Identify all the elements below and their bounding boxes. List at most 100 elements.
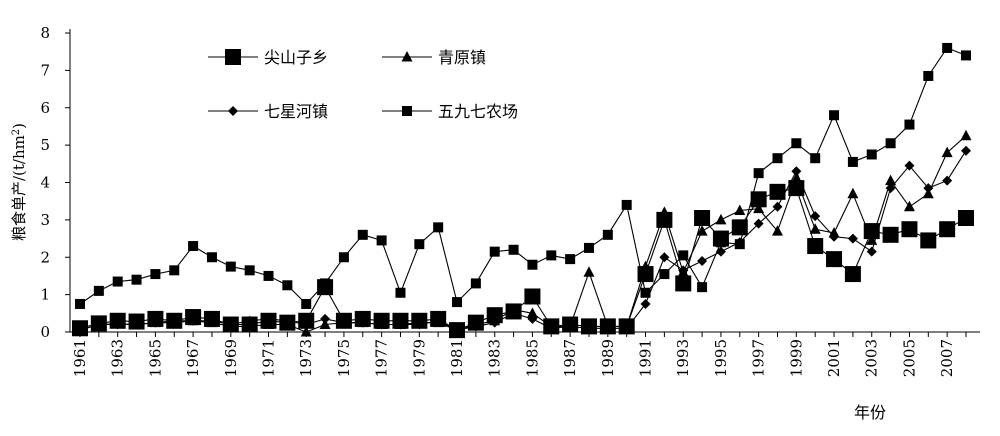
data-point [452, 297, 463, 308]
data-point [904, 119, 915, 130]
legend-label: 五九七农场 [438, 102, 518, 121]
data-point [357, 229, 368, 240]
y-axis-label-end: ) [10, 123, 28, 129]
x-tick-label: 2007 [938, 339, 956, 377]
x-axis-label: 年份 [854, 403, 886, 422]
legend-item-2: 七星河镇 [208, 102, 328, 121]
data-point [354, 310, 371, 327]
data-point [769, 183, 786, 200]
data-point [791, 166, 802, 177]
data-point [734, 237, 745, 248]
data-point [109, 312, 126, 329]
y-tick-label: 5 [40, 136, 50, 154]
data-point [942, 42, 953, 53]
data-point [922, 187, 934, 199]
data-point [244, 265, 255, 276]
series-1 [74, 129, 972, 337]
data-point [128, 313, 145, 330]
x-tick-label: 1985 [523, 339, 541, 377]
x-tick-label: 1991 [637, 339, 655, 377]
data-point [486, 307, 503, 324]
legend-label: 七星河镇 [264, 102, 328, 121]
data-point [225, 261, 236, 272]
data-point [640, 287, 651, 298]
data-point [847, 187, 859, 199]
data-point [788, 180, 805, 197]
data-point [678, 250, 689, 261]
data-point [203, 310, 220, 327]
data-point [319, 318, 331, 330]
data-point [750, 191, 767, 208]
data-point [373, 312, 390, 329]
data-point [169, 265, 180, 276]
series-3 [75, 42, 971, 309]
data-point [75, 298, 85, 309]
data-point [809, 223, 821, 234]
y-axis-label-main: 粮食单产/(t/hm [10, 135, 28, 241]
legend-label: 青原镇 [438, 48, 486, 67]
y-axis-label-sup: 2 [11, 129, 22, 135]
data-point [392, 312, 409, 329]
data-point [903, 200, 915, 212]
x-tick-label: 1995 [712, 339, 730, 377]
data-point [659, 252, 670, 263]
y-tick-label: 0 [40, 323, 50, 341]
data-point [449, 322, 466, 339]
data-point [904, 160, 915, 171]
data-point [810, 153, 821, 164]
x-tick-label: 1969 [222, 339, 240, 377]
x-tick-label: 1971 [260, 339, 278, 377]
data-point [298, 312, 315, 329]
data-point [282, 280, 293, 291]
data-point [901, 221, 918, 238]
data-point [414, 239, 425, 250]
data-point [828, 226, 840, 238]
x-tick-label: 1989 [599, 339, 617, 377]
data-point [715, 246, 726, 257]
x-tick-label: 1979 [410, 339, 428, 377]
data-point [338, 252, 349, 263]
data-point [753, 168, 764, 179]
data-point [675, 275, 692, 292]
axes: 0 1 2 3 4 5 6 7 8 1961 1963 1965 1967 1969 1971 1973 197… [40, 24, 980, 377]
data-point [807, 238, 824, 255]
data-point [885, 138, 896, 149]
data-point [527, 259, 538, 270]
data-point [920, 232, 937, 249]
data-point [580, 318, 597, 335]
data-point [433, 222, 444, 233]
data-point [583, 266, 595, 277]
data-point [866, 234, 878, 245]
data-point [150, 269, 161, 280]
legend-item-3: 五九七农场 [382, 102, 518, 121]
x-tick-label: 1981 [448, 339, 466, 377]
data-point [279, 314, 296, 331]
data-point [696, 225, 708, 236]
x-tick-label: 2001 [825, 339, 843, 377]
data-point [885, 174, 897, 186]
data-point [300, 326, 312, 337]
data-point [697, 282, 708, 293]
data-point [602, 229, 613, 240]
data-point [317, 279, 334, 296]
data-point [847, 156, 858, 167]
x-tick-label: 2003 [863, 339, 881, 377]
x-tick-label: 2005 [900, 339, 918, 377]
x-tick-label: 1999 [787, 339, 805, 377]
data-point [489, 246, 500, 257]
data-point [810, 211, 821, 222]
data-point [637, 266, 654, 283]
data-point [411, 312, 428, 329]
data-point [335, 312, 352, 329]
x-tick-label: 1997 [750, 339, 768, 377]
y-tick-label: 1 [40, 286, 50, 304]
data-point [734, 204, 746, 216]
data-point [467, 314, 484, 331]
y-tick-label: 3 [40, 211, 50, 229]
data-point [546, 250, 557, 261]
legend-item-1: 青原镇 [382, 48, 486, 67]
data-point [866, 149, 877, 160]
x-tick-label: 1977 [373, 339, 391, 377]
data-point [961, 145, 971, 156]
